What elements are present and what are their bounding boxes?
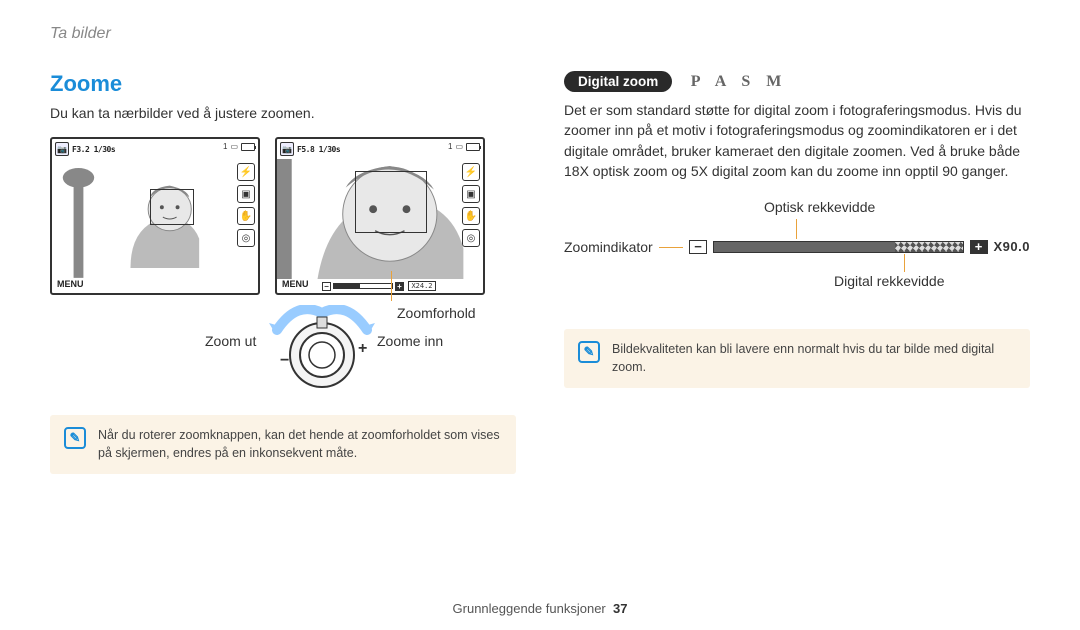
camera-screens: 📷 F3.2 1/30s 1 ▭ ⚡ ▣ ✋ ◎ <box>50 137 516 295</box>
sd-icon: ▭ <box>455 142 463 151</box>
info-icon: ✎ <box>578 341 600 363</box>
mode-icon: 📷 <box>55 142 69 156</box>
menu-button[interactable]: MENU <box>57 279 84 289</box>
svg-text:−: − <box>280 352 289 369</box>
battery-icon <box>466 143 480 151</box>
zoom-ratio-label: Zoomforhold <box>397 305 476 321</box>
camera-screen-wide: 📷 F3.2 1/30s 1 ▭ ⚡ ▣ ✋ ◎ <box>50 137 260 295</box>
zoom-dial-area: Zoomforhold Zoom ut Zoome inn − + <box>50 305 516 405</box>
exposure-readout: F3.2 1/30s <box>72 145 115 154</box>
zoom-diagram: Optisk rekkevidde Zoomindikator − + X90.… <box>564 199 1030 299</box>
exposure-readout: F5.8 1/30s <box>297 145 340 154</box>
info-box-zoom: ✎ Når du roterer zoomknappen, kan det he… <box>50 415 516 474</box>
mode-icon: 📷 <box>280 142 294 156</box>
zoom-minus-icon: − <box>322 282 331 291</box>
digital-zoom-pill: Digital zoom <box>564 71 672 92</box>
zoom-out-label: Zoom ut <box>205 333 256 349</box>
page-number: 37 <box>613 601 627 616</box>
menu-button[interactable]: MENU <box>282 279 309 289</box>
zoom-intro: Du kan ta nærbilder ved å justere zoomen… <box>50 103 516 123</box>
zoom-minus-icon: − <box>689 240 707 254</box>
info-box-digital: ✎ Bildekvaliteten kan bli lavere enn nor… <box>564 329 1030 388</box>
shot-count: 1 <box>223 142 227 151</box>
shot-count: 1 <box>448 142 452 151</box>
info-text-digital: Bildekvaliteten kan bli lavere enn norma… <box>612 341 1016 376</box>
svg-text:+: + <box>358 340 367 357</box>
battery-icon <box>241 143 255 151</box>
mode-letters: P A S M <box>691 73 788 91</box>
zoom-max-value: X90.0 <box>994 239 1030 254</box>
focus-rect <box>150 189 194 225</box>
info-text-zoom: Når du roterer zoomknappen, kan det hend… <box>98 427 502 462</box>
zoom-indicator-label: Zoomindikator <box>564 239 653 255</box>
footer-text: Grunnleggende funksjoner <box>453 601 606 616</box>
right-column: Digital zoom P A S M Det er som standard… <box>564 71 1030 474</box>
zoom-bar <box>713 241 964 253</box>
camera-screen-zoomed: 📷 F5.8 1/30s 1 ▭ ⚡ ▣ ✋ ◎ <box>275 137 485 295</box>
sd-icon: ▭ <box>230 142 238 151</box>
zoom-plus-icon: + <box>970 240 988 254</box>
page-footer: Grunnleggende funksjoner 37 <box>0 601 1080 616</box>
zoom-in-label: Zoome inn <box>377 333 443 349</box>
optical-range-label: Optisk rekkevidde <box>764 199 875 215</box>
focus-rect <box>355 171 427 233</box>
zoom-plus-icon: + <box>395 282 404 291</box>
breadcrumb: Ta bilder <box>50 25 1030 43</box>
info-icon: ✎ <box>64 427 86 449</box>
zoom-dial-illustration: − + <box>267 305 377 395</box>
zoom-value-small: X24.2 <box>408 281 435 291</box>
left-column: Zoome Du kan ta nærbilder ved å justere … <box>50 71 516 474</box>
digital-zoom-body: Det er som standard støtte for digital z… <box>564 100 1030 181</box>
zoom-indicator-small: −+ X24.2 <box>322 277 453 287</box>
digital-range-label: Digital rekkevidde <box>834 273 945 289</box>
section-title-zoom: Zoome <box>50 71 516 97</box>
